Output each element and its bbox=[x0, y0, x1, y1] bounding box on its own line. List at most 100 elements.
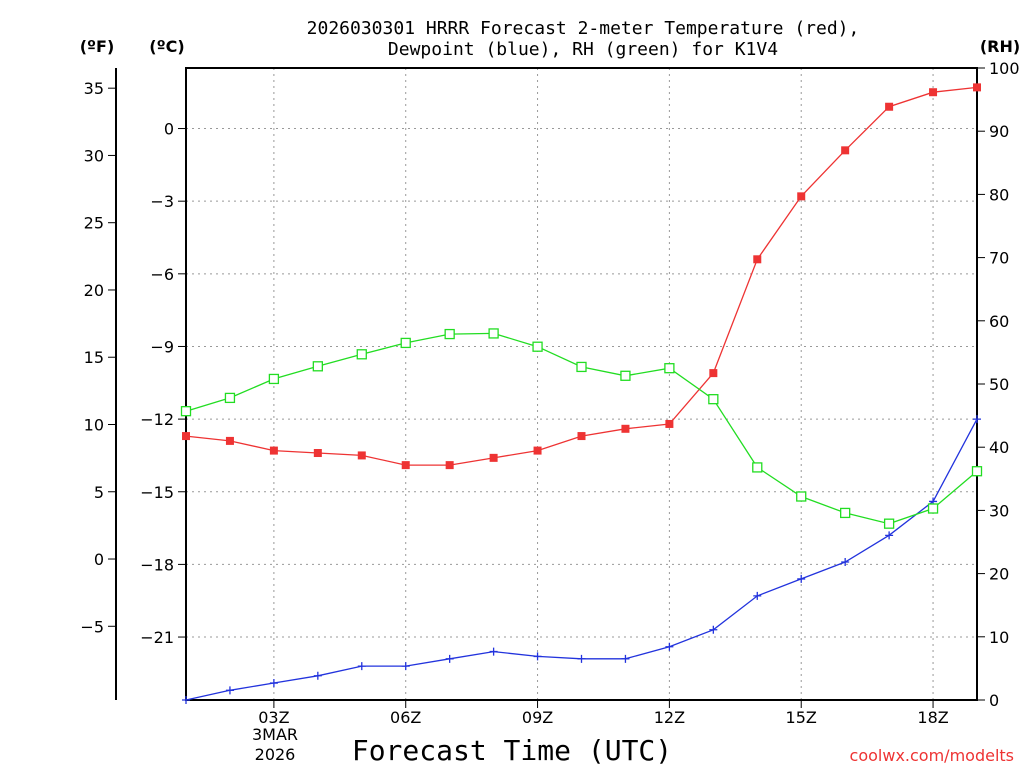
temperature-point bbox=[973, 83, 981, 92]
rh-point bbox=[840, 507, 851, 519]
dewpoint-point bbox=[709, 625, 718, 634]
temperature-point bbox=[313, 449, 322, 458]
x-tick-label: 06Z bbox=[390, 708, 421, 727]
temperature-point bbox=[665, 419, 674, 428]
chart-title-line1: 2026030301 HRRR Forecast 2-meter Tempera… bbox=[307, 18, 860, 39]
celsius-tick-label: −3 bbox=[150, 192, 174, 211]
ticks-layer: 03Z 06Z 09Z 12Z 15Z 18Z 0 −3 −6 −9 −12 −15 −18 −21 35 3… bbox=[80, 59, 1019, 727]
fahrenheit-tick-label: 5 bbox=[94, 483, 104, 502]
rh-tick-label: 100 bbox=[989, 59, 1020, 78]
dewpoint-point bbox=[797, 574, 806, 583]
fahrenheit-tick-label: −5 bbox=[80, 617, 104, 636]
temperature-point bbox=[577, 432, 586, 441]
fahrenheit-tick-label: 20 bbox=[84, 281, 104, 300]
fahrenheit-tick-label: 15 bbox=[84, 348, 104, 367]
temperature-point bbox=[445, 461, 454, 470]
dewpoint-point bbox=[182, 696, 190, 704]
rh-tick-label: 50 bbox=[989, 375, 1009, 394]
x-tick-label: 15Z bbox=[786, 708, 817, 727]
rh-point bbox=[971, 466, 983, 477]
dewpoint-point bbox=[533, 652, 542, 661]
temperature-point bbox=[401, 461, 410, 470]
rh-tick-label: 20 bbox=[989, 565, 1009, 584]
rh-tick-label: 90 bbox=[989, 122, 1009, 141]
rh-tick-label: 40 bbox=[989, 438, 1009, 457]
credit-link[interactable]: coolwx.com/modelts bbox=[850, 746, 1014, 765]
rh-point bbox=[224, 392, 236, 404]
celsius-tick-label: 0 bbox=[164, 120, 174, 139]
celsius-tick-label: −6 bbox=[150, 265, 174, 284]
fahrenheit-tick-label: 35 bbox=[84, 79, 104, 98]
x-tick-label: 03Z bbox=[258, 708, 289, 727]
rh-point bbox=[883, 518, 895, 529]
temperature-point bbox=[753, 255, 762, 264]
dewpoint-point bbox=[665, 642, 674, 651]
rh-point bbox=[620, 370, 631, 381]
temperature-point bbox=[841, 146, 850, 155]
dewpoint-point bbox=[885, 531, 894, 540]
celsius-tick-label: −9 bbox=[150, 337, 174, 356]
dewpoint-point bbox=[225, 686, 234, 695]
rh-point bbox=[312, 361, 323, 372]
rh-point bbox=[576, 361, 587, 373]
temperature-point bbox=[885, 102, 894, 111]
rh-point bbox=[268, 373, 280, 385]
rh-tick-label: 60 bbox=[989, 312, 1009, 331]
rh-tick-label: 0 bbox=[989, 691, 999, 710]
temperature-point bbox=[533, 446, 542, 455]
rh-point bbox=[708, 394, 719, 405]
dewpoint-point bbox=[489, 647, 498, 656]
fahrenheit-tick-label: 10 bbox=[84, 415, 104, 434]
rh-tick-label: 70 bbox=[989, 249, 1009, 268]
rh-point bbox=[532, 341, 543, 352]
plot-frame bbox=[185, 67, 978, 701]
fahrenheit-tick-label: 30 bbox=[84, 146, 104, 165]
dewpoint-point bbox=[357, 662, 366, 671]
rh-point bbox=[356, 349, 367, 360]
rh-point bbox=[180, 406, 192, 417]
rh-tick-label: 30 bbox=[989, 501, 1009, 520]
x-tick-label: 18Z bbox=[917, 708, 948, 727]
rh-point bbox=[796, 491, 807, 502]
rh-point bbox=[927, 503, 939, 514]
temperature-point bbox=[621, 424, 630, 433]
temperature-point bbox=[225, 436, 234, 445]
celsius-tick-label: −21 bbox=[140, 628, 174, 647]
dewpoint-point bbox=[973, 415, 981, 424]
rh-axis-header: (RH) bbox=[980, 37, 1020, 56]
dewpoint-point bbox=[753, 591, 762, 600]
dewpoint-point bbox=[445, 654, 454, 663]
dewpoint-point bbox=[621, 654, 630, 663]
temperature-point bbox=[797, 192, 806, 201]
rh-point bbox=[444, 328, 455, 340]
x-tick-label: 12Z bbox=[654, 708, 685, 727]
temperature-point bbox=[182, 432, 190, 441]
temperature-line bbox=[185, 86, 978, 466]
dewpoint-point bbox=[269, 679, 278, 688]
rh-point bbox=[488, 328, 499, 339]
dewpoint-point bbox=[313, 671, 322, 680]
celsius-tick-label: −18 bbox=[140, 555, 174, 574]
temperature-point bbox=[929, 88, 938, 97]
series-layer bbox=[180, 83, 983, 704]
axes-layer bbox=[115, 67, 978, 701]
temperature-point bbox=[489, 453, 498, 462]
dewpoint-point bbox=[401, 662, 410, 671]
chart-title-line2: Dewpoint (blue), RH (green) for K1V4 bbox=[388, 39, 778, 60]
celsius-tick-label: −15 bbox=[140, 483, 174, 502]
fahrenheit-tick-label: 0 bbox=[94, 550, 104, 569]
celsius-tick-label: −12 bbox=[140, 410, 174, 429]
rh-point bbox=[400, 337, 411, 349]
fahrenheit-tick-label: 25 bbox=[84, 214, 104, 233]
date-label-day: 3MAR bbox=[252, 725, 298, 744]
x-tick-label: 09Z bbox=[522, 708, 553, 727]
temperature-point bbox=[357, 451, 366, 460]
rh-tick-label: 10 bbox=[989, 628, 1009, 647]
x-axis-label: Forecast Time (UTC) bbox=[352, 734, 672, 767]
dewpoint-point bbox=[841, 557, 850, 566]
date-label-year: 2026 bbox=[255, 745, 296, 764]
grid-layer bbox=[186, 68, 977, 700]
temperature-point bbox=[269, 446, 278, 455]
rh-point bbox=[752, 462, 763, 473]
